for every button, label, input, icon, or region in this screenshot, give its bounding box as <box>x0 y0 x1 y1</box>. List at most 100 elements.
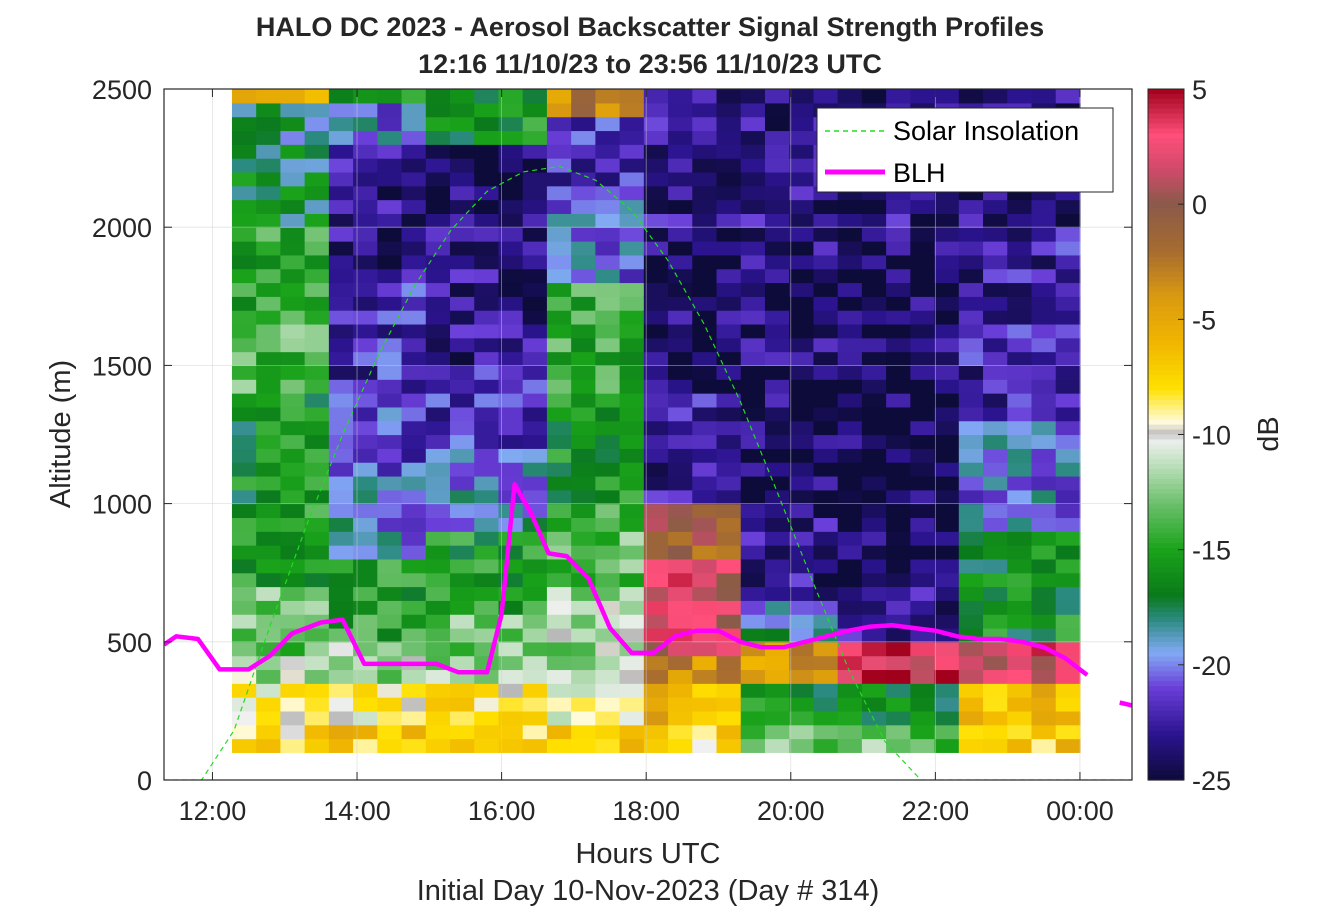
heatmap-cell <box>425 545 451 560</box>
heatmap-cell <box>522 724 548 740</box>
heatmap-cell <box>450 572 475 588</box>
heatmap-cell <box>1007 323 1033 339</box>
heatmap-cell <box>450 116 475 132</box>
heatmap-cell <box>764 323 790 339</box>
heatmap-cell <box>522 185 548 201</box>
heatmap-cell <box>668 475 693 491</box>
heatmap-cell <box>668 531 693 546</box>
heatmap-cell <box>231 434 257 449</box>
heatmap-cell <box>861 558 887 574</box>
heatmap-cell <box>934 241 960 256</box>
heatmap-cell <box>619 296 645 311</box>
heatmap-cell <box>231 130 257 145</box>
heatmap-cell <box>498 406 524 422</box>
heatmap-cell <box>692 434 718 449</box>
heatmap-cell <box>813 503 839 519</box>
heatmap-cell <box>789 503 815 519</box>
heatmap-cell <box>522 89 548 104</box>
heatmap-cell <box>740 710 766 726</box>
heatmap-cell <box>304 89 330 104</box>
heatmap-cell <box>353 199 378 214</box>
heatmap-cell <box>304 503 330 519</box>
heatmap-cell <box>401 614 427 629</box>
heatmap-cell <box>304 227 330 242</box>
heatmap-cell <box>983 434 1008 449</box>
heatmap-cell <box>595 489 621 505</box>
heatmap-cell <box>837 600 863 615</box>
heatmap-cell <box>231 116 257 132</box>
heatmap-cell <box>668 641 693 657</box>
heatmap-cell <box>571 517 596 532</box>
heatmap-cell <box>958 254 984 270</box>
heatmap-cell <box>886 448 911 463</box>
heatmap-cell <box>886 489 911 505</box>
heatmap-cell <box>958 268 984 284</box>
heatmap-cell <box>668 323 693 339</box>
heatmap-cell <box>837 268 863 284</box>
heatmap-cell <box>256 254 282 270</box>
heatmap-cell <box>716 351 742 366</box>
heatmap-cell <box>983 282 1008 297</box>
colorbar-segment <box>1148 607 1184 613</box>
heatmap-cell <box>280 199 306 214</box>
heatmap-cell <box>571 531 596 546</box>
heatmap-cell <box>934 268 960 284</box>
heatmap-cell <box>231 738 257 753</box>
heatmap-cell <box>740 158 766 173</box>
heatmap-cell <box>474 627 500 643</box>
x-tick-label: 22:00 <box>902 796 970 826</box>
heatmap-cell <box>958 448 984 463</box>
heatmap-cell <box>861 296 887 311</box>
heatmap-cell <box>789 241 815 256</box>
heatmap-cell <box>498 572 524 588</box>
heatmap-cell <box>474 144 500 159</box>
heatmap-cell <box>571 462 596 477</box>
heatmap-cell <box>910 600 936 615</box>
heatmap-cell <box>595 683 621 698</box>
heatmap-cell <box>1055 241 1081 256</box>
heatmap-cell <box>231 531 257 546</box>
heatmap-cell <box>764 296 790 311</box>
heatmap-cell <box>1031 517 1057 532</box>
heatmap-cell <box>595 102 621 118</box>
heatmap-cell <box>861 351 887 366</box>
heatmap-cell <box>353 738 378 753</box>
heatmap-cell <box>740 144 766 159</box>
heatmap-cell <box>328 227 354 242</box>
y-tick-label: 2500 <box>92 75 152 105</box>
heatmap-cell <box>595 655 621 671</box>
heatmap-cell <box>1007 213 1033 228</box>
heatmap-cell <box>546 282 572 297</box>
heatmap-cell <box>522 337 548 353</box>
colorbar-segment <box>1148 631 1184 638</box>
heatmap-cell <box>861 641 887 657</box>
heatmap-cell <box>716 710 742 726</box>
heatmap-cell <box>934 379 960 394</box>
heatmap-cell <box>571 158 596 173</box>
heatmap-cell <box>595 724 621 740</box>
heatmap-cell <box>886 351 911 366</box>
heatmap-cell <box>401 158 427 173</box>
heatmap-cell <box>837 337 863 353</box>
heatmap-cell <box>546 724 572 740</box>
heatmap-cell <box>1007 489 1033 505</box>
heatmap-cell <box>692 379 718 394</box>
heatmap-cell <box>571 614 596 629</box>
heatmap-cell <box>1031 475 1057 491</box>
heatmap-cell <box>498 89 524 104</box>
heatmap-cell <box>304 697 330 712</box>
heatmap-cell <box>764 310 790 325</box>
heatmap-cell <box>353 310 378 325</box>
heatmap-cell <box>643 614 669 629</box>
heatmap-cell <box>789 558 815 574</box>
heatmap-cell <box>498 724 524 740</box>
heatmap-cell <box>789 268 815 284</box>
heatmap-cell <box>595 503 621 519</box>
heatmap-cell <box>328 683 354 698</box>
heatmap-cell <box>643 420 669 436</box>
heatmap-cell <box>280 462 306 477</box>
heatmap-cell <box>474 697 500 712</box>
heatmap-cell <box>595 420 621 436</box>
heatmap-cell <box>280 282 306 297</box>
